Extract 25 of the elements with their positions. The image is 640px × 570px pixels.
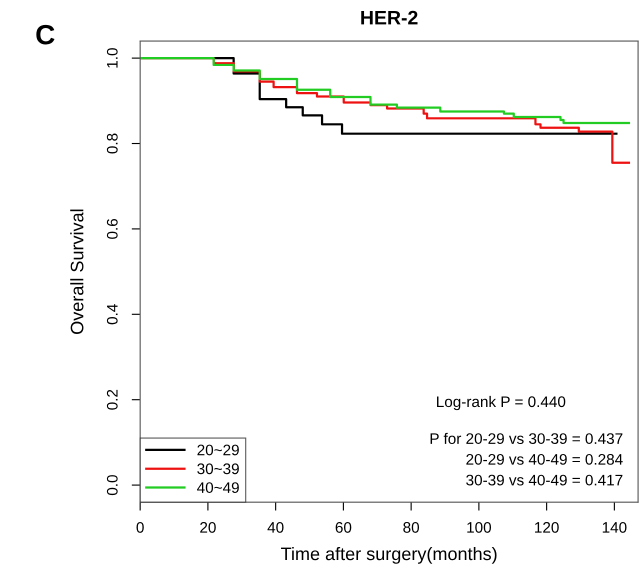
y-tick-label: 0.4 (106, 304, 118, 324)
y-tick-label: 0.2 (106, 390, 118, 410)
y-tick-label: 0.8 (106, 134, 118, 154)
legend-label: 30~39 (197, 463, 239, 474)
y-tick-label: 0.0 (106, 475, 118, 496)
x-tick-label: 20 (200, 522, 216, 533)
x-tick-label: 140 (602, 522, 627, 533)
x-tick-label: 40 (268, 522, 284, 533)
x-axis-title: Time after surgery(months) (281, 546, 497, 564)
y-tick-label: 1.0 (106, 48, 118, 68)
annotation: Log-rank P = 0.440 (437, 396, 566, 410)
y-axis-title: Overall Survival (70, 210, 84, 334)
legend-label: 20~29 (197, 444, 239, 456)
annotation: P for 20-29 vs 30-39 = 0.437 (430, 432, 622, 444)
y-tick-label: 0.6 (106, 218, 118, 239)
x-tick-label: 60 (336, 522, 352, 533)
annotation: 30-39 vs 40-49 = 0.417 (466, 474, 622, 486)
x-tick-label: 120 (535, 522, 559, 533)
chart-title: HER-2 (361, 10, 418, 24)
text: C (36, 24, 54, 45)
x-tick-label: 80 (403, 522, 420, 533)
x-tick-label: 0 (136, 522, 144, 533)
annotation: 20-29 vs 40-49 = 0.284 (466, 454, 623, 465)
x-tick-label: 100 (467, 522, 492, 533)
legend-label: 40~49 (197, 482, 239, 494)
